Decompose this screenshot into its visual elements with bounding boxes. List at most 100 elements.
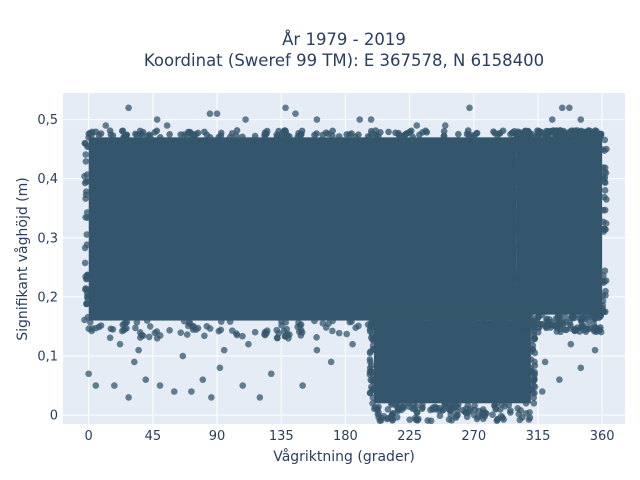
edge-point xyxy=(406,416,414,423)
edge-point xyxy=(375,314,382,322)
edge-point xyxy=(297,321,305,328)
edge-point xyxy=(156,134,164,141)
edge-point xyxy=(482,410,490,417)
data-point xyxy=(179,352,187,360)
data-point xyxy=(216,364,224,372)
edge-point xyxy=(455,130,462,138)
dense-region-2 xyxy=(373,320,531,404)
data-point xyxy=(116,340,124,348)
edge-point xyxy=(470,133,478,140)
data-point xyxy=(135,346,142,354)
edge-point xyxy=(440,323,448,330)
edge-point xyxy=(578,131,586,138)
data-point xyxy=(256,394,264,401)
edge-point xyxy=(507,313,514,320)
y-tick-label: 0 xyxy=(50,409,58,424)
edge-point xyxy=(510,136,518,144)
edge-point xyxy=(512,272,520,279)
edge-point xyxy=(409,133,416,141)
edge-point xyxy=(298,327,305,334)
edge-point xyxy=(494,415,502,423)
y-tick-label: 0,3 xyxy=(37,231,58,246)
edge-point xyxy=(535,127,543,135)
edge-point xyxy=(510,187,518,194)
edge-point xyxy=(601,206,609,214)
edge-point xyxy=(275,330,282,337)
chart-title-line-1: År 1979 - 2019 xyxy=(282,30,406,49)
y-tick-label: 0,5 xyxy=(37,113,58,128)
data-point xyxy=(313,116,321,123)
edge-point xyxy=(177,329,185,337)
data-point xyxy=(367,116,375,123)
x-tick-label: 90 xyxy=(209,429,226,444)
edge-point xyxy=(597,130,604,138)
edge-point xyxy=(194,324,202,332)
edge-point xyxy=(445,416,453,423)
data-point xyxy=(125,394,132,401)
edge-point xyxy=(464,402,472,409)
edge-point xyxy=(556,311,564,319)
edge-point xyxy=(384,406,392,413)
edge-point xyxy=(419,313,426,321)
edge-point xyxy=(511,193,518,201)
edge-point xyxy=(412,402,420,410)
edge-point xyxy=(109,326,117,333)
x-tick-label: 45 xyxy=(145,429,162,444)
edge-point xyxy=(132,324,139,332)
data-point xyxy=(239,382,247,389)
edge-point xyxy=(531,334,538,342)
edge-point xyxy=(395,334,402,341)
edge-point xyxy=(601,187,609,194)
edge-point xyxy=(407,127,415,135)
edge-point xyxy=(348,130,355,137)
edge-point xyxy=(335,329,343,337)
edge-point xyxy=(145,333,153,341)
edge-point xyxy=(329,327,336,335)
edge-point xyxy=(562,314,569,321)
edge-point xyxy=(489,314,496,322)
edge-point xyxy=(92,128,100,136)
edge-point xyxy=(602,220,610,227)
edge-point xyxy=(516,214,524,221)
y-tick-label: 0,4 xyxy=(37,172,58,187)
edge-point xyxy=(424,417,432,424)
data-point xyxy=(538,388,546,395)
edge-point xyxy=(251,132,259,140)
data-point xyxy=(206,110,214,117)
edge-point xyxy=(138,331,145,339)
edge-point xyxy=(396,325,404,332)
edge-point xyxy=(500,416,507,423)
edge-point xyxy=(384,316,392,324)
edge-point xyxy=(355,322,362,330)
edge-point xyxy=(369,399,376,407)
edge-point xyxy=(433,311,440,319)
edge-point xyxy=(282,127,290,135)
edge-point xyxy=(590,327,598,335)
edge-point xyxy=(401,333,409,341)
edge-point xyxy=(544,133,552,141)
data-point xyxy=(349,340,356,348)
edge-point xyxy=(553,321,560,329)
edge-point xyxy=(261,131,269,139)
edge-point xyxy=(560,319,567,327)
edge-point xyxy=(459,406,467,414)
edge-point xyxy=(557,328,564,336)
data-point xyxy=(282,104,289,112)
data-point xyxy=(213,110,221,117)
edge-point xyxy=(586,127,594,135)
data-point xyxy=(242,116,249,123)
edge-point xyxy=(366,349,374,357)
data-point xyxy=(125,104,132,112)
edge-point xyxy=(590,132,598,140)
edge-point xyxy=(510,304,518,312)
data-point xyxy=(466,104,473,112)
edge-point xyxy=(455,312,462,320)
edge-point xyxy=(123,318,131,326)
edge-point xyxy=(138,131,145,138)
data-point xyxy=(285,334,292,342)
edge-point xyxy=(522,400,530,407)
edge-point xyxy=(166,131,173,138)
edge-point xyxy=(514,129,521,137)
data-points xyxy=(81,104,610,425)
edge-point xyxy=(239,133,246,141)
